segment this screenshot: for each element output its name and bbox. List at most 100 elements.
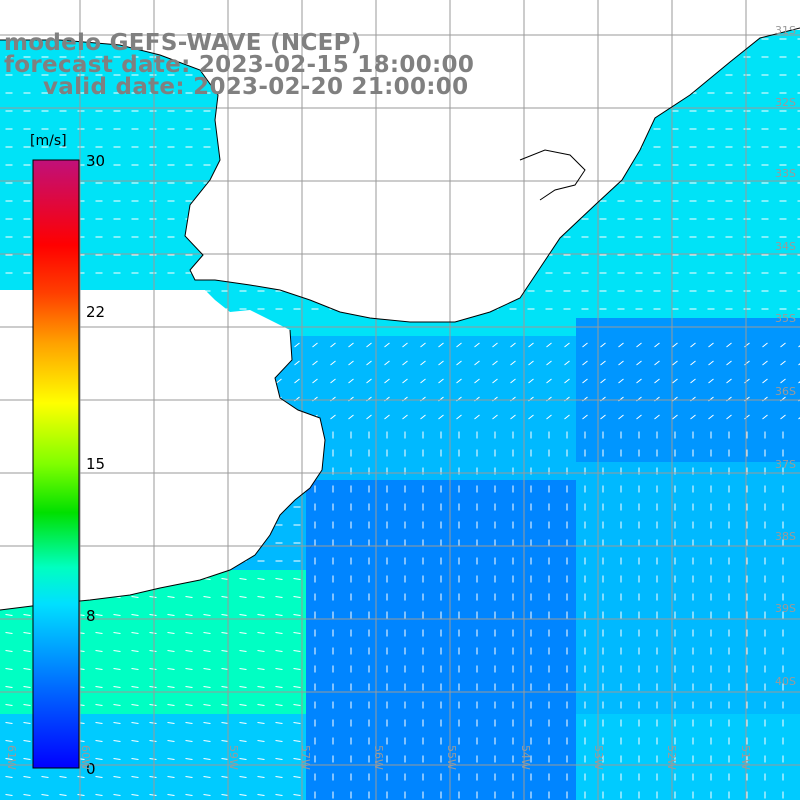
wind-arrow [167,596,175,598]
field-cell [36,786,54,800]
wind-arrow [402,414,408,420]
lon-label: 55W [445,745,458,770]
wind-arrow [257,794,265,796]
field-cell [792,606,800,624]
wind-arrow [131,704,139,706]
wind-arrow [492,378,498,384]
wind-arrow [221,740,229,742]
wind-arrow [293,758,301,760]
wind-arrow [167,650,175,652]
wind-arrow [95,776,103,778]
wind-arrow [95,614,103,616]
wind-arrow [654,414,660,420]
wind-arrow [221,632,229,634]
wind-arrow [330,378,336,384]
wind-arrow [690,414,696,420]
wind-arrow [149,794,157,796]
wind-arrow [293,722,301,724]
wind-arrow [528,342,534,348]
wind-arrow [275,776,283,778]
wind-arrow [221,686,229,688]
wind-arrow [113,686,121,688]
wind-arrow [77,794,85,796]
lat-label: 36S [775,385,796,398]
wind-arrow [23,794,31,796]
wind-arrow [672,342,678,348]
land-mask [0,0,800,610]
field-cell [180,786,198,800]
wind-arrow [780,378,786,384]
wind-arrow [149,704,157,706]
field-cell [792,732,800,750]
wind-arrow [312,360,318,366]
wind-arrow [95,668,103,670]
wind-arrow [384,414,390,420]
field-cell [792,84,800,102]
wind-arrow [582,342,588,348]
wind-arrow [690,342,696,348]
wind-arrow [23,704,31,706]
wind-arrow [420,360,426,366]
wind-arrow [654,378,660,384]
wind-arrow [167,632,175,634]
coastline-southwest [0,329,326,611]
field-cell [792,210,800,228]
wind-arrow [275,722,283,724]
wind-arrow [167,776,175,778]
lat-label: 37S [775,458,796,471]
wind-arrow [5,776,13,778]
wind-arrow [384,360,390,366]
wind-arrow [41,794,49,796]
field-cell [792,642,800,660]
wind-arrow [600,342,606,348]
wind-arrow [239,740,247,742]
wind-arrow [113,722,121,724]
wind-arrow [5,650,13,652]
wind-arrow [167,722,175,724]
colorbar-tick: 0 [86,760,96,778]
wind-arrow [131,722,139,724]
colorbar-gradient [32,159,80,769]
wind-arrow [510,414,516,420]
wind-arrow [510,342,516,348]
wind-arrow [293,632,301,634]
wind-arrow [762,342,768,348]
wind-arrow [510,360,516,366]
wind-arrow [762,414,768,420]
wind-arrow [726,414,732,420]
wind-arrow [203,632,211,634]
wind-arrow [239,722,247,724]
wind-arrow [221,578,229,580]
wind-arrow [221,758,229,760]
wind-arrow [600,360,606,366]
colorbar [32,159,80,769]
wind-arrow [420,342,426,348]
wind-arrow [275,650,283,652]
wind-arrow [636,342,642,348]
field-cell [270,786,288,800]
lat-label: 32S [775,96,796,109]
colorbar-unit: [m/s] [30,133,67,149]
wind-arrow [492,360,498,366]
coastline [0,27,800,611]
wind-arrow [203,758,211,760]
colorbar-tick: 30 [86,152,106,170]
field-cell [792,174,800,192]
wind-arrow [221,704,229,706]
wind-arrow [113,704,121,706]
wind-arrow [167,704,175,706]
wind-arrow [239,776,247,778]
wind-arrow [293,578,301,580]
wind-arrow [528,378,534,384]
land-north [0,0,800,322]
lon-label: 60W [79,745,92,770]
wind-arrow [59,794,67,796]
wind-arrow [113,632,121,634]
wind-arrow [528,414,534,420]
colorbar-tick: 8 [86,607,96,625]
wind-arrow [726,360,732,366]
wind-arrow [113,740,121,742]
wind-arrow [275,704,283,706]
wind-arrow [762,360,768,366]
